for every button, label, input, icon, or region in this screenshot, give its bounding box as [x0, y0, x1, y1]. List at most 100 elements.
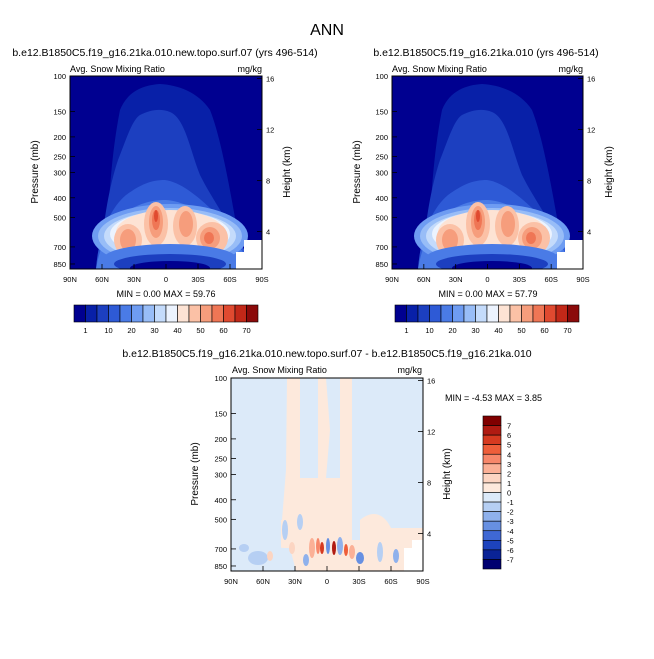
ytick-right-label: 12: [587, 126, 595, 135]
colorbar-swatch: [482, 549, 502, 560]
ytick-left-label: 500: [53, 213, 66, 222]
ytick-left-label: 200: [214, 435, 227, 444]
colorbar-swatch: [73, 304, 86, 323]
ytick-left-label: 150: [53, 108, 66, 117]
colorbar-swatch: [482, 492, 502, 503]
colorbar-label: 4: [507, 450, 511, 459]
colorbar-swatch: [521, 304, 534, 323]
colorbar-2: 1 10 20 30 40 50 60 70: [394, 304, 580, 335]
colorbar-label: 60: [219, 326, 227, 335]
xtick-label: 0: [164, 275, 168, 284]
colorbar-label: 70: [242, 326, 250, 335]
colorbar-label: 2: [507, 469, 511, 478]
panel-1-ylabel: Pressure (mb): [30, 140, 41, 203]
colorbar-swatch: [509, 304, 522, 323]
ytick-right-label: 12: [427, 428, 435, 437]
xtick-label: 30N: [288, 577, 302, 586]
panel-2: b.e12.B1850C5.f19_g16.21ka.010 (yrs 496-…: [352, 47, 615, 299]
ytick-left-label: 300: [375, 169, 388, 178]
colorbar-1: 1 10 20 30 40 50 60 70: [73, 304, 259, 335]
colorbar-swatch: [567, 304, 580, 323]
colorbar-swatch: [234, 304, 247, 323]
colorbar-swatch: [440, 304, 453, 323]
colorbar-label: 50: [196, 326, 204, 335]
panel-1-stats: MIN = 0.00 MAX = 59.76: [116, 289, 215, 299]
panel-1-ylabel-right: Height (km): [282, 146, 293, 198]
panel-2-ylabel-right: Height (km): [604, 146, 615, 198]
colorbar-swatch: [154, 304, 167, 323]
xtick-label: 90N: [224, 577, 238, 586]
colorbar-swatch: [482, 463, 502, 474]
panel-1-units: mg/kg: [237, 64, 262, 74]
colorbar-swatch: [475, 304, 488, 323]
colorbar-swatch: [246, 304, 259, 323]
xtick-label: 60N: [95, 275, 109, 284]
ytick-left-label: 700: [214, 545, 227, 554]
colorbar-swatch: [482, 559, 502, 570]
panel-3-stats: MIN = -4.53 MAX = 3.85: [445, 393, 542, 403]
colorbar-swatch: [482, 434, 502, 445]
colorbar-swatch: [223, 304, 236, 323]
colorbar-swatch: [482, 444, 502, 455]
colorbar-swatch: [452, 304, 465, 323]
colorbar-label: -1: [507, 498, 514, 507]
ytick-left-label: 850: [214, 562, 227, 571]
ytick-left-label: 400: [375, 194, 388, 203]
colorbar-label: -4: [507, 527, 514, 536]
panel-3-units: mg/kg: [397, 365, 422, 375]
ytick-right-label: 8: [427, 478, 431, 487]
ytick-left-label: 300: [214, 471, 227, 480]
panel-2-subtitle: Avg. Snow Mixing Ratio: [392, 64, 487, 74]
colorbar-label: 5: [507, 441, 511, 450]
ytick-left-label: 150: [214, 410, 227, 419]
colorbar-swatch: [482, 511, 502, 522]
panel-3-ylabel: Pressure (mb): [190, 442, 201, 505]
colorbar-swatch: [482, 540, 502, 551]
ytick-left-label: 100: [214, 374, 227, 383]
colorbar-label: 1: [83, 326, 87, 335]
ytick-left-label: 150: [375, 108, 388, 117]
colorbar-label: 1: [404, 326, 408, 335]
ytick-right-label: 16: [427, 377, 435, 386]
xtick-label: 90S: [416, 577, 429, 586]
page-title: ANN: [310, 22, 344, 39]
colorbar-swatch: [188, 304, 201, 323]
panel-1-title: b.e12.B1850C5.f19_g16.21ka.010.new.topo.…: [12, 47, 317, 59]
ytick-right-label: 4: [587, 227, 591, 236]
colorbar-label: 70: [563, 326, 571, 335]
ytick-right-label: 4: [266, 227, 270, 236]
xtick-label: 60N: [256, 577, 270, 586]
colorbar-swatch: [200, 304, 213, 323]
colorbar-swatch: [482, 473, 502, 484]
ytick-left-label: 250: [53, 152, 66, 161]
xtick-label: 90S: [576, 275, 589, 284]
colorbar-swatch: [482, 415, 502, 426]
ytick-left-label: 400: [214, 496, 227, 505]
ytick-right-label: 4: [427, 529, 431, 538]
panel-2-field: [392, 76, 583, 269]
colorbar-swatch: [429, 304, 442, 323]
panel-1-subtitle: Avg. Snow Mixing Ratio: [70, 64, 165, 74]
colorbar-label: 40: [173, 326, 181, 335]
colorbar-label: 1: [507, 479, 511, 488]
panel-3: b.e12.B1850C5.f19_g16.21ka.010.new.topo.…: [122, 348, 542, 586]
colorbar-swatch: [394, 304, 407, 323]
xtick-label: 0: [485, 275, 489, 284]
colorbar-swatch: [142, 304, 155, 323]
xtick-label: 60S: [223, 275, 236, 284]
colorbar-swatch: [417, 304, 430, 323]
xtick-label: 30N: [127, 275, 141, 284]
ytick-left-label: 200: [375, 133, 388, 142]
ytick-left-label: 100: [375, 72, 388, 81]
panel-3-ylabel-right: Height (km): [442, 448, 453, 500]
panel-3-title: b.e12.B1850C5.f19_g16.21ka.010.new.topo.…: [122, 348, 531, 360]
panel-2-title: b.e12.B1850C5.f19_g16.21ka.010 (yrs 496-…: [373, 47, 598, 59]
xtick-label: 0: [325, 577, 329, 586]
colorbar-swatch: [555, 304, 568, 323]
colorbar-swatch: [165, 304, 178, 323]
colorbar-swatch: [498, 304, 511, 323]
xtick-label: 60S: [384, 577, 397, 586]
ytick-left-label: 850: [375, 260, 388, 269]
ytick-right-label: 16: [587, 75, 595, 84]
